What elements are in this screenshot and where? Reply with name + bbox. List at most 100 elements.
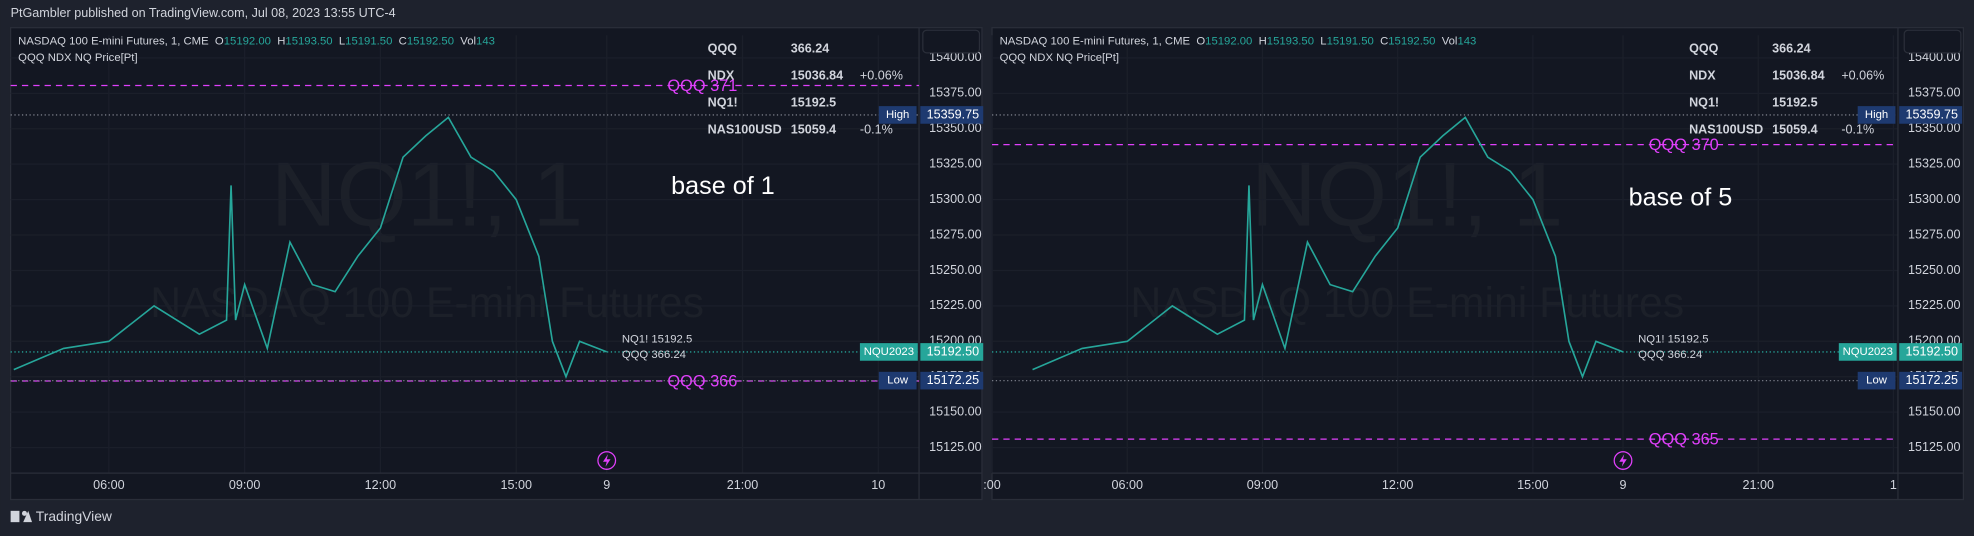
ohlc-key: L [1320,36,1326,48]
symbol-price: 15059.4 [1772,123,1817,137]
last-price: 15192.50 [1905,344,1957,358]
price-label: NQ1! 15192.5 [1638,334,1708,346]
symbol-change: +0.06% [1841,68,1884,82]
x-tick-label: 1 [1890,478,1897,492]
last-price-box [1899,343,1963,361]
high-price: 15359.75 [1905,107,1957,121]
event-icon [1613,451,1633,470]
last-price-box [920,343,984,361]
symbol-price: 366.24 [1772,41,1810,55]
symbol-price: 15192.5 [791,96,836,110]
ohlc-value: 143 [1457,36,1476,48]
low-label: Low [1866,375,1888,387]
brand-logo [10,510,33,523]
ohlc-key: Vol [460,36,476,48]
watermark-symbol: NQ1!, 1 [271,144,583,245]
price-line [13,116,608,379]
ohlc-key: C [1380,36,1388,48]
panel [991,27,1965,501]
high-label: High [886,109,909,121]
x-tick-label: 06:00 [93,478,124,492]
symbol-change: -0.1% [860,123,893,137]
header-title: PtGambler published on TradingView.com, … [11,6,396,20]
price-line [1032,116,1624,379]
symbol-price: 366.24 [791,41,829,55]
symbol-name: NDX [1689,68,1716,82]
high-label: High [1865,109,1888,121]
last-price: 15192.50 [927,344,979,358]
x-tick-label: 10 [871,478,885,492]
annotation: base of 1 [671,172,775,200]
event-icon [597,451,617,470]
last-symbol: NQU2023 [864,346,914,358]
y-tick-label: 15350.00 [1908,121,1960,135]
ohlc-key: O [1196,36,1205,48]
high-badge [878,106,917,124]
y-tick-label: 15325.00 [1908,157,1960,171]
indicator-name: QQQ NDX NQ Price[Pt] [18,52,137,64]
x-tick-label: :00 [983,478,1000,492]
symbol-price: 15036.84 [791,68,843,82]
price-label: NQ1! 15192.5 [622,334,692,346]
y-tick-label: 15125.00 [929,440,981,454]
y-tick-label: 15225.00 [929,298,981,312]
x-tick-label: 9 [1620,478,1627,492]
last-symbol: NQU2023 [1843,346,1893,358]
level-label: QQQ 371 [667,77,737,95]
ohlc-key: O [215,36,224,48]
panel [9,27,983,501]
ohlc-key: H [1259,36,1267,48]
y-tick-label: 15250.00 [1908,263,1960,277]
y-tick-label: 15300.00 [1908,192,1960,206]
symbol-name: NAS100USD [708,123,782,137]
title-name: NASDAQ 100 E-mini Futures, 1, CME [18,36,209,48]
ohlc-key: H [277,36,285,48]
price-label: QQQ 366.24 [622,349,686,361]
event-icon-bolt [1619,454,1627,467]
low-price-box [1899,371,1963,390]
y-tick-label: 15350.00 [929,121,981,135]
watermark-name: NASDAQ 100 E-mini Futures [150,279,704,327]
ohlc-value: 15191.50 [1327,36,1374,48]
symbol-name: NQ1! [708,96,738,110]
symbol-name: QQQ [1689,41,1719,55]
y-tick-label: 15375.00 [929,86,981,100]
toolbar-button [922,29,981,54]
ohlc-key: Vol [1442,36,1458,48]
ohlc-key: C [399,36,407,48]
symbol-name: NQ1! [1689,96,1719,110]
ohlc-value: 15192.00 [224,36,271,48]
low-price-box [920,371,984,390]
x-tick-label: 09:00 [229,478,260,492]
ohlc-value: 15193.50 [1267,36,1314,48]
chart-title: NASDAQ 100 E-mini Futures, 1, CME O 15192.… [1000,36,1477,48]
event-icon-bolt [602,454,611,467]
symbol-name: NDX [708,68,735,82]
ohlc-value: 15191.50 [345,36,392,48]
ohlc-key: L [339,36,345,48]
indicator-name: QQQ NDX NQ Price[Pt] [1000,52,1119,64]
ohlc-value: 15192.50 [407,36,454,48]
title-name: NASDAQ 100 E-mini Futures, 1, CME [1000,36,1191,48]
y-tick-label: 15325.00 [929,157,981,171]
x-tick-label: 12:00 [1382,478,1413,492]
y-tick-label: 15150.00 [929,404,981,418]
x-tick-label: 06:00 [1112,478,1143,492]
low-price: 15172.25 [927,373,979,387]
high-price-box [920,106,984,124]
low-price: 15172.25 [1905,373,1957,387]
y-tick-label: 15125.00 [1908,440,1960,454]
level-label: QQQ 370 [1649,136,1719,154]
x-tick-label: 09:00 [1247,478,1278,492]
brand: TradingView [36,508,113,524]
y-tick-label: 15400.00 [1908,50,1960,64]
y-tick-label: 15275.00 [1908,227,1960,241]
high-price: 15359.75 [927,107,979,121]
x-tick-label: 21:00 [727,478,758,492]
symbol-name: QQQ [708,41,738,55]
symbol-change: +0.06% [860,68,903,82]
ohlc-value: 15192.50 [1388,36,1435,48]
x-tick-label: 15:00 [1517,478,1548,492]
high-badge [1857,106,1896,124]
